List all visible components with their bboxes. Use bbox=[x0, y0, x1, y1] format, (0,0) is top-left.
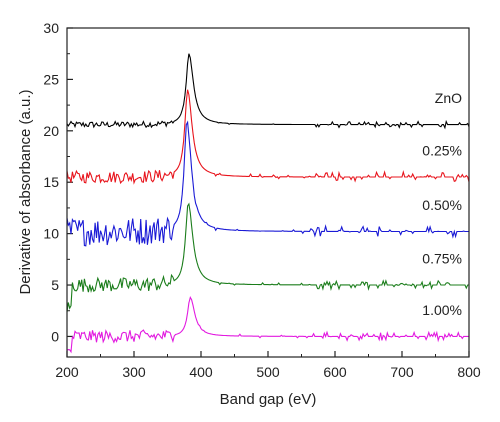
tick-labels: 200 300 400 500 600 700 800 0 5 10 15 20 25 30 bbox=[43, 20, 480, 380]
y-tick-label: 25 bbox=[43, 71, 59, 87]
x-tick-label: 600 bbox=[323, 364, 347, 380]
series-line bbox=[66, 295, 469, 354]
y-axis-label: Derivative of absorbance (a.u.) bbox=[17, 89, 34, 294]
x-tick-label: 500 bbox=[256, 364, 280, 380]
y-tick-label: 5 bbox=[51, 277, 59, 293]
series-label: ZnO bbox=[435, 90, 462, 106]
y-tick-label: 10 bbox=[43, 226, 59, 242]
axis-ticks bbox=[66, 27, 470, 357]
series-label: 1.00% bbox=[422, 302, 462, 318]
y-tick-label: 15 bbox=[43, 174, 59, 190]
x-tick-label: 800 bbox=[457, 364, 481, 380]
plot-frame bbox=[66, 27, 470, 358]
y-tick-label: 0 bbox=[51, 328, 59, 344]
series-label: 0.25% bbox=[422, 142, 462, 158]
series-labels: ZnO 0.25% 0.50% 0.75% 1.00% bbox=[422, 90, 462, 318]
series-line bbox=[66, 202, 469, 313]
x-tick-label: 700 bbox=[390, 364, 414, 380]
series-line bbox=[66, 120, 469, 247]
y-tick-label: 30 bbox=[43, 20, 59, 36]
x-axis-label: Band gap (eV) bbox=[220, 391, 317, 408]
series-lines bbox=[66, 53, 470, 354]
y-tick-label: 20 bbox=[43, 123, 59, 139]
x-tick-label: 400 bbox=[189, 364, 213, 380]
series-label: 0.75% bbox=[422, 250, 462, 266]
series-line bbox=[66, 53, 470, 130]
x-tick-label: 200 bbox=[55, 364, 79, 380]
series-line bbox=[66, 89, 470, 185]
series-label: 0.50% bbox=[422, 197, 462, 213]
x-tick-label: 300 bbox=[122, 364, 146, 380]
